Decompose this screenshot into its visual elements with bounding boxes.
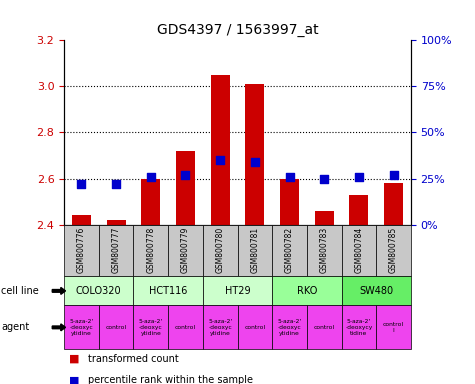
Text: GSM800776: GSM800776 bbox=[77, 227, 86, 273]
Text: transformed count: transformed count bbox=[88, 354, 179, 364]
Text: GSM800783: GSM800783 bbox=[320, 227, 329, 273]
Bar bbox=[314, 211, 334, 225]
Text: agent: agent bbox=[1, 322, 29, 333]
Text: GSM800778: GSM800778 bbox=[146, 227, 155, 273]
Point bbox=[251, 159, 259, 165]
Point bbox=[355, 174, 363, 180]
Text: GSM800785: GSM800785 bbox=[389, 227, 398, 273]
Text: control: control bbox=[175, 325, 196, 330]
Bar bbox=[349, 195, 369, 225]
Text: 5-aza-2'
-deoxycy
tidine: 5-aza-2' -deoxycy tidine bbox=[345, 319, 372, 336]
Text: GSM800779: GSM800779 bbox=[181, 227, 190, 273]
Text: ■: ■ bbox=[69, 354, 79, 364]
Text: control: control bbox=[105, 325, 127, 330]
Text: GSM800782: GSM800782 bbox=[285, 227, 294, 273]
Bar bbox=[210, 75, 230, 225]
Bar bbox=[106, 220, 126, 225]
Bar bbox=[280, 179, 299, 225]
Text: 5-aza-2'
-deoxyc
ytidine: 5-aza-2' -deoxyc ytidine bbox=[277, 319, 302, 336]
Text: GSM800777: GSM800777 bbox=[112, 227, 121, 273]
Text: COLO320: COLO320 bbox=[76, 286, 122, 296]
Point bbox=[181, 172, 189, 178]
Text: ■: ■ bbox=[69, 375, 79, 384]
Point bbox=[286, 174, 294, 180]
Bar bbox=[384, 183, 403, 225]
Point bbox=[320, 175, 328, 182]
Text: SW480: SW480 bbox=[359, 286, 393, 296]
Point bbox=[147, 174, 155, 180]
Point bbox=[390, 172, 397, 178]
Text: 5-aza-2'
-deoxyc
ytidine: 5-aza-2' -deoxyc ytidine bbox=[69, 319, 94, 336]
Text: 5-aza-2'
-deoxyc
ytidine: 5-aza-2' -deoxyc ytidine bbox=[139, 319, 163, 336]
Text: control: control bbox=[244, 325, 266, 330]
Text: percentile rank within the sample: percentile rank within the sample bbox=[88, 375, 253, 384]
Bar bbox=[72, 215, 91, 225]
Point bbox=[217, 157, 224, 163]
Text: HT29: HT29 bbox=[225, 286, 250, 296]
Point bbox=[113, 181, 120, 187]
Point bbox=[78, 181, 86, 187]
Text: RKO: RKO bbox=[297, 286, 317, 296]
Text: GSM800781: GSM800781 bbox=[250, 227, 259, 273]
Bar bbox=[245, 84, 265, 225]
Text: control
l: control l bbox=[383, 322, 404, 333]
Bar bbox=[141, 179, 161, 225]
Text: HCT116: HCT116 bbox=[149, 286, 187, 296]
Title: GDS4397 / 1563997_at: GDS4397 / 1563997_at bbox=[157, 23, 318, 36]
Text: 5-aza-2'
-deoxyc
ytidine: 5-aza-2' -deoxyc ytidine bbox=[208, 319, 232, 336]
Text: GSM800784: GSM800784 bbox=[354, 227, 363, 273]
Text: cell line: cell line bbox=[1, 286, 38, 296]
Text: GSM800780: GSM800780 bbox=[216, 227, 225, 273]
Bar bbox=[176, 151, 195, 225]
Text: control: control bbox=[314, 325, 335, 330]
